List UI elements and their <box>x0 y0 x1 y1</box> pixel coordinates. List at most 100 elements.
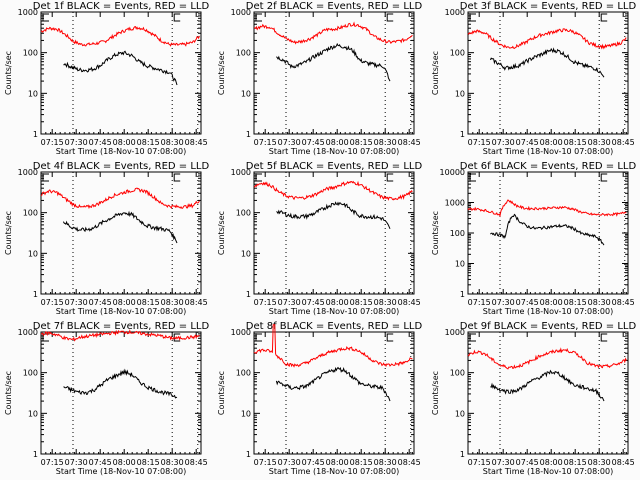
y-tick-label: 1000 <box>445 328 465 337</box>
y-tick-label: 1000 <box>231 328 251 337</box>
x-tick-label: 07:15 <box>254 458 277 467</box>
panel-title: Det 6f BLACK = Events, RED = LLD <box>460 161 637 172</box>
y-axis-label: Counts/sec <box>431 51 440 95</box>
panel-title: Det 7f BLACK = Events, RED = LLD <box>33 321 210 332</box>
x-tick-label: 08:30 <box>588 458 611 467</box>
y-tick-label: 1000 <box>231 8 251 17</box>
x-tick-label: 08:00 <box>113 458 136 467</box>
panel-5: Det 5f BLACK = Events, RED = LLD 1 10 100 10… <box>217 161 422 316</box>
plot-frame <box>253 331 415 455</box>
x-tick-label: 07:30 <box>278 138 301 147</box>
x-tick-label: 08:45 <box>398 458 421 467</box>
x-tick-label: 07:45 <box>516 138 539 147</box>
plot-frame <box>253 11 415 135</box>
e-marker <box>42 173 49 182</box>
x-tick-label: 08:45 <box>612 298 635 307</box>
x-tick-label: 07:30 <box>278 298 301 307</box>
y-tick-label: 1 <box>246 290 251 299</box>
panel-1: Det 1f BLACK = Events, RED = LLD 1 10 100 10… <box>4 1 209 156</box>
x-tick-label: 07:15 <box>468 138 491 147</box>
y-tick-label: 10 <box>28 249 38 258</box>
x-tick-label: 08:15 <box>564 298 587 307</box>
x-tick-label: 07:45 <box>516 298 539 307</box>
panel-title: Det 4f BLACK = Events, RED = LLD <box>33 161 210 172</box>
panel-3: Det 3f BLACK = Events, RED = LLD 1 10 100 10… <box>431 1 636 156</box>
y-tick-label: 100 <box>23 369 38 378</box>
x-tick-label: 08:15 <box>350 298 373 307</box>
plot-frame <box>253 171 415 295</box>
y-tick-label: 1 <box>460 130 465 139</box>
plot-frame <box>467 11 629 135</box>
events-series-line <box>490 369 605 402</box>
e-marker <box>386 13 394 22</box>
y-axis-label: Counts/sec <box>217 51 226 95</box>
y-tick-label: 100 <box>450 369 465 378</box>
x-tick-label: 08:30 <box>161 138 184 147</box>
e-marker <box>600 333 608 342</box>
panel-title: Det 8f BLACK = Events, RED = LLD <box>246 321 423 332</box>
panel-2: Det 2f BLACK = Events, RED = LLD 1 10 100 10… <box>217 1 422 156</box>
e-marker <box>255 333 262 342</box>
x-tick-label: 08:15 <box>350 458 373 467</box>
panel-8: Det 8f BLACK = Events, RED = LLD 1 10 100 10… <box>217 321 422 476</box>
x-tick-label: 07:30 <box>65 298 88 307</box>
plot-frame <box>40 11 202 135</box>
x-tick-label: 08:15 <box>137 298 160 307</box>
x-tick-label: 08:30 <box>161 298 184 307</box>
y-tick-label: 10 <box>241 89 251 98</box>
x-tick-label: 08:45 <box>398 138 421 147</box>
x-tick-label: 07:45 <box>302 298 325 307</box>
lld-series-line <box>253 180 413 201</box>
x-tick-label: 08:15 <box>350 138 373 147</box>
x-tick-label: 07:15 <box>41 298 64 307</box>
x-tick-label: 07:45 <box>302 138 325 147</box>
x-tick-label: 08:15 <box>564 458 587 467</box>
x-tick-label: 08:00 <box>113 298 136 307</box>
x-tick-label: 08:00 <box>326 138 349 147</box>
y-tick-label: 100 <box>23 49 38 58</box>
lld-series-line <box>254 21 413 45</box>
plot-frame <box>40 331 202 455</box>
x-tick-label: 08:00 <box>326 458 349 467</box>
x-tick-label: 08:15 <box>137 138 160 147</box>
x-tick-label: 08:30 <box>161 458 184 467</box>
x-tick-label: 07:30 <box>492 458 515 467</box>
events-series-line <box>489 47 605 78</box>
e-marker <box>469 173 476 182</box>
y-axis-label: Counts/sec <box>217 211 226 255</box>
y-tick-label: 100 <box>236 209 251 218</box>
e-marker <box>42 333 49 342</box>
e-marker <box>600 173 608 182</box>
e-marker <box>469 13 476 22</box>
events-series-line <box>275 366 391 402</box>
y-tick-label: 100 <box>23 209 38 218</box>
x-tick-label: 07:45 <box>516 458 539 467</box>
events-series-line <box>63 50 178 86</box>
x-tick-label: 08:45 <box>185 138 208 147</box>
e-marker <box>386 333 394 342</box>
e-marker <box>255 13 262 22</box>
x-axis-label: Start Time (18-Nov-10 07:08:00) <box>483 467 613 476</box>
panel-6: Det 6f BLACK = Events, RED = LLD 1 10 100 10… <box>431 161 636 316</box>
y-tick-label: 1000 <box>231 168 251 177</box>
x-axis-label: Start Time (18-Nov-10 07:08:00) <box>56 467 186 476</box>
x-axis-label: Start Time (18-Nov-10 07:08:00) <box>269 467 399 476</box>
panel-title: Det 2f BLACK = Events, RED = LLD <box>246 1 423 12</box>
x-tick-label: 08:30 <box>374 138 397 147</box>
e-marker <box>255 173 262 182</box>
y-tick-label: 10000 <box>440 168 465 177</box>
y-axis-label: Counts/sec <box>431 371 440 415</box>
events-series-line <box>62 210 178 244</box>
panel-title: Det 9f BLACK = Events, RED = LLD <box>460 321 637 332</box>
events-series-line <box>276 42 391 82</box>
x-axis-label: Start Time (18-Nov-10 07:08:00) <box>56 147 186 156</box>
y-tick-label: 1 <box>460 290 465 299</box>
lld-series-line <box>40 329 200 342</box>
plot-frame <box>40 171 202 295</box>
x-tick-label: 08:45 <box>185 298 208 307</box>
y-tick-label: 10 <box>455 409 465 418</box>
x-tick-label: 08:30 <box>374 298 397 307</box>
y-tick-label: 1000 <box>18 328 38 337</box>
e-marker <box>600 13 608 22</box>
e-marker <box>173 173 181 182</box>
